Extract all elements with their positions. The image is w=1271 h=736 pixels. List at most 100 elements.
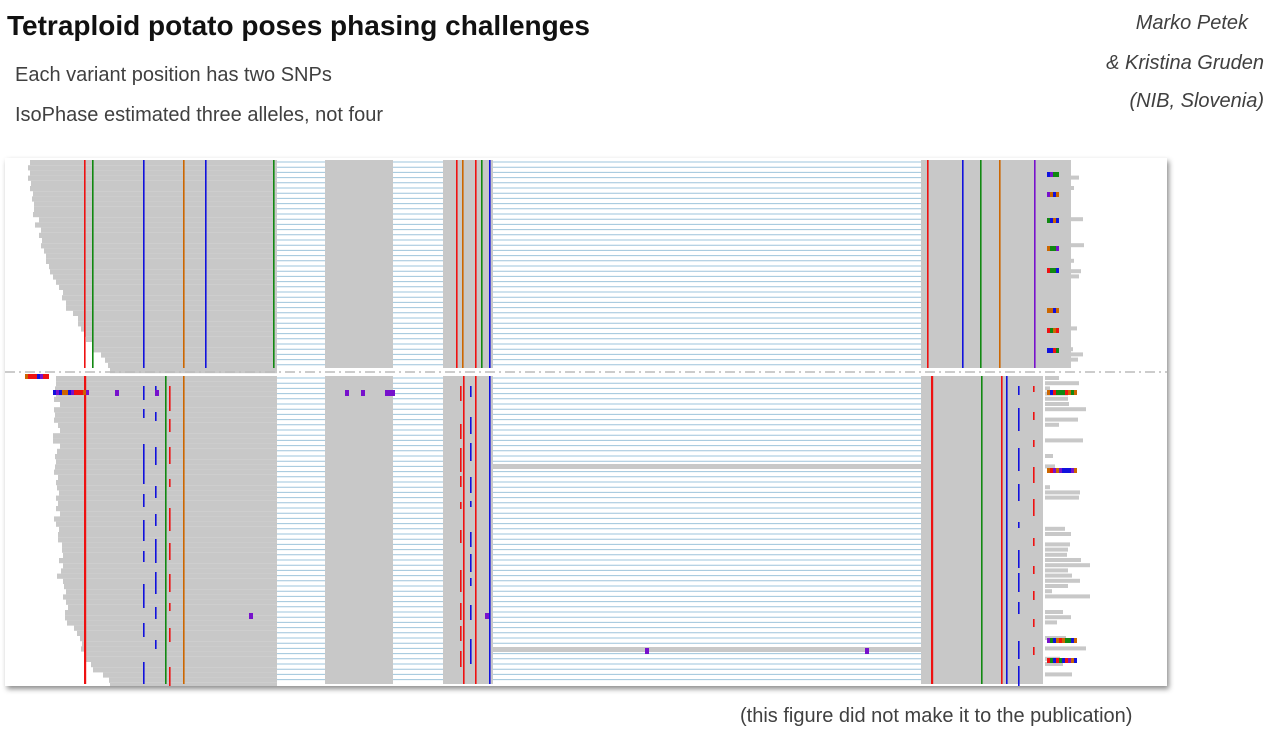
snp-column: [460, 476, 462, 487]
read-segment: [57, 485, 277, 491]
snp-column: [470, 532, 472, 547]
snp-column: [165, 376, 167, 684]
read-segment: [1045, 407, 1086, 412]
read-segment: [1045, 232, 1063, 237]
read-segment: [1045, 396, 1068, 401]
snp-marker: [155, 390, 159, 396]
snp-column: [169, 508, 171, 531]
snp-cluster: [1053, 268, 1056, 273]
read-segment: [44, 248, 277, 254]
read-segment: [1045, 422, 1059, 427]
read-segment: [1045, 206, 1059, 211]
snp-column: [1033, 566, 1035, 574]
read-segment: [60, 428, 277, 434]
read-segment: [59, 284, 277, 290]
read-segment: [93, 347, 277, 353]
read-segment: [1045, 243, 1084, 248]
snp-cluster: [77, 390, 80, 395]
read-segment: [1045, 196, 1047, 201]
snp-cluster: [68, 390, 71, 395]
snp-column: [1018, 484, 1020, 501]
read-segment: [84, 331, 277, 337]
snp-column: [470, 605, 472, 620]
read-segment: [49, 264, 277, 270]
exon-block: [443, 376, 493, 684]
snp-cluster: [1053, 468, 1056, 473]
snp-column: [169, 667, 171, 686]
snp-column: [169, 603, 171, 611]
snp-column: [1033, 647, 1035, 655]
snp-cluster: [83, 390, 86, 395]
snp-column: [489, 376, 491, 684]
author-line-1: Marko Petek: [1135, 12, 1248, 34]
read-segment: [1045, 573, 1072, 578]
snp-column: [1018, 641, 1020, 659]
snp-cluster: [1065, 638, 1068, 643]
snp-column: [1033, 591, 1035, 600]
read-segment: [58, 500, 277, 506]
read-segment: [1045, 542, 1070, 547]
snp-column: [143, 551, 145, 562]
read-segment: [1045, 485, 1050, 490]
read-segment: [78, 316, 277, 322]
read-segment: [59, 558, 277, 564]
snp-cluster: [1068, 390, 1071, 395]
snp-column: [169, 447, 171, 464]
read-segment: [63, 594, 277, 600]
snp-column: [143, 623, 145, 637]
bullet-isophase-alleles: IsoPhase estimated three alleles, not fo…: [15, 104, 383, 126]
read-segment: [103, 672, 277, 678]
snp-column: [1033, 440, 1035, 447]
read-segment: [78, 321, 277, 327]
snp-cluster: [1071, 638, 1074, 643]
read-segment: [1045, 326, 1077, 331]
snp-column: [1018, 386, 1020, 395]
read-segment: [1045, 284, 1055, 289]
snp-cluster: [1050, 246, 1053, 251]
read-segment: [1045, 589, 1052, 594]
snp-column: [999, 160, 1001, 368]
snp-cluster: [1065, 390, 1068, 395]
snp-cluster: [1047, 192, 1050, 197]
snp-marker: [249, 613, 253, 619]
snp-column: [1018, 666, 1020, 686]
snp-cluster: [1056, 246, 1059, 251]
snp-cluster: [1071, 390, 1074, 395]
snp-cluster: [1062, 658, 1065, 663]
read-segment: [1045, 417, 1078, 422]
read-segment: [46, 253, 277, 259]
read-segment: [81, 326, 277, 332]
snp-cluster: [1047, 172, 1050, 177]
snp-cluster: [1065, 658, 1068, 663]
snp-column: [143, 160, 145, 368]
read-segment: [1045, 620, 1057, 625]
snp-cluster: [62, 390, 65, 395]
snp-cluster: [1059, 468, 1062, 473]
snp-column: [143, 584, 145, 608]
snp-column: [462, 160, 464, 368]
snp-column: [169, 419, 171, 432]
exon-block: [325, 160, 393, 368]
read-segment: [1045, 381, 1079, 386]
exon-block: [443, 160, 493, 368]
snp-column: [155, 514, 157, 526]
snp-cluster: [53, 390, 56, 395]
read-segment: [66, 599, 277, 605]
read-segment: [33, 191, 277, 197]
snp-cluster: [1071, 658, 1074, 663]
author-affiliation: (NIB, Slovenia): [1129, 90, 1265, 112]
read-segment: [73, 310, 277, 316]
snp-column: [143, 520, 145, 541]
read-segment: [65, 615, 277, 621]
read-segment: [110, 368, 277, 374]
read-segment: [1045, 615, 1071, 620]
read-segment: [1045, 290, 1068, 294]
snp-column: [460, 626, 462, 641]
snp-cluster: [1071, 468, 1074, 473]
snp-cluster: [71, 390, 74, 395]
read-segment: [41, 243, 277, 249]
snp-cluster: [1074, 658, 1077, 663]
read-segment: [1045, 610, 1063, 614]
read-segment: [1045, 269, 1081, 274]
read-segment: [58, 474, 277, 480]
